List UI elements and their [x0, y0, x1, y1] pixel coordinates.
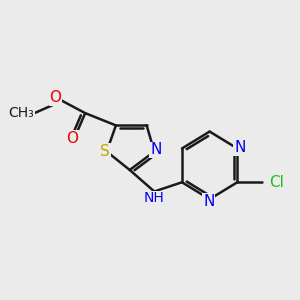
Text: N: N: [203, 194, 214, 209]
Text: NH: NH: [144, 191, 165, 205]
Text: O: O: [66, 131, 78, 146]
Text: O: O: [50, 90, 61, 105]
Text: S: S: [100, 144, 110, 159]
Text: N: N: [234, 140, 245, 155]
Text: N: N: [150, 142, 161, 158]
Text: Cl: Cl: [270, 175, 284, 190]
Text: CH₃: CH₃: [9, 106, 34, 120]
